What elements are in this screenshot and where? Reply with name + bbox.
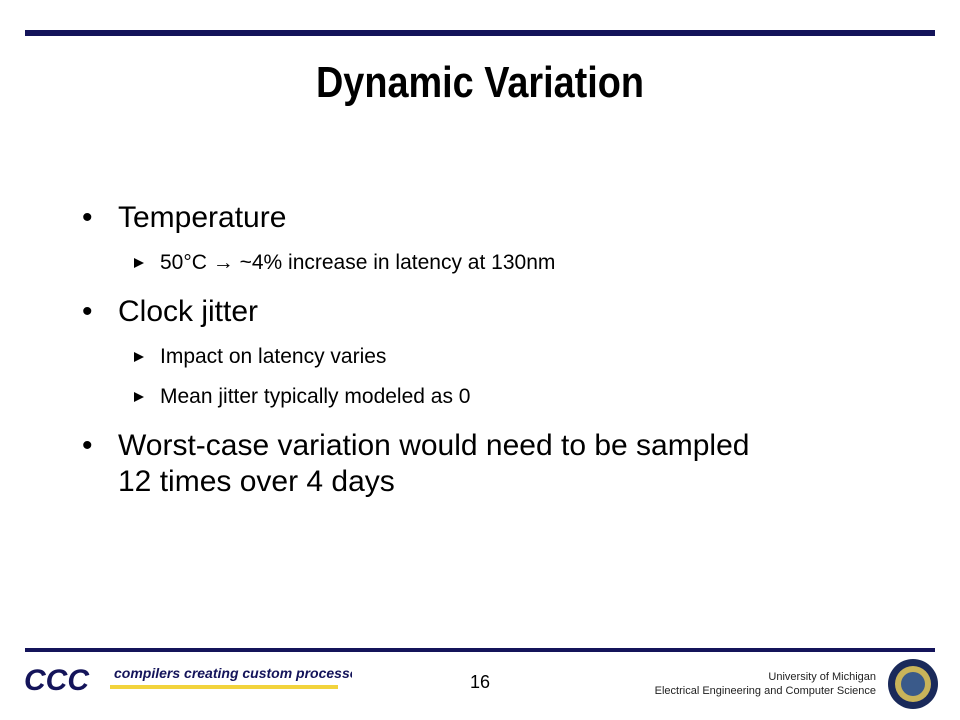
sub-bullet-marker — [134, 392, 144, 402]
bottom-rule — [25, 648, 935, 652]
department: Electrical Engineering and Computer Scie… — [654, 685, 876, 697]
sub-bullet: Impact on latency varies — [80, 344, 800, 370]
institution: University of Michigan — [768, 671, 876, 683]
sub-bullet: Mean jitter typically modeled as 0 — [80, 384, 800, 410]
logo-mark: CCC — [24, 664, 90, 697]
sub-bullet: 50°C → ~4% increase in latency at 130nm — [80, 250, 800, 276]
bullet: Worst-case variation would need to be sa… — [80, 428, 758, 500]
logo: CCC compilers creating custom processors — [24, 664, 352, 697]
bullet-list: Temperature 50°C → ~4% increase in latenc… — [80, 200, 800, 500]
logo-tagline: compilers creating custom processors — [114, 665, 352, 681]
seal-center — [901, 672, 925, 696]
top-rule — [25, 30, 935, 36]
logo-underline — [110, 685, 338, 689]
sub-bullet-marker — [134, 352, 144, 362]
bullet: Clock jitter — [80, 294, 758, 330]
sub-bullet-marker — [134, 258, 144, 268]
bullet: Temperature — [80, 200, 758, 236]
page-number: 16 — [469, 672, 491, 692]
slide-title: Dynamic Variation — [315, 58, 645, 107]
seal — [888, 659, 938, 709]
